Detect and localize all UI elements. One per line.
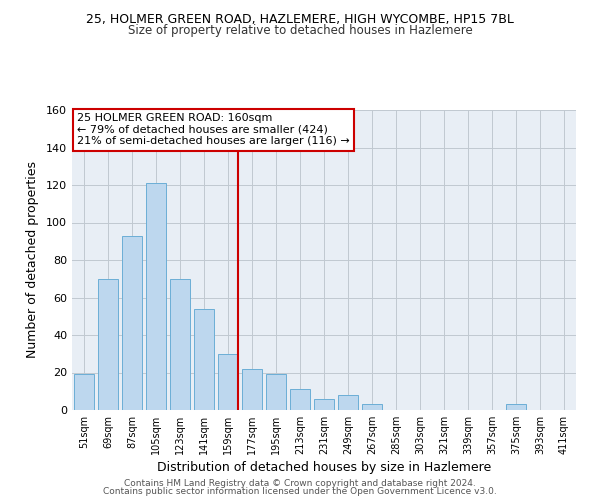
X-axis label: Distribution of detached houses by size in Hazlemere: Distribution of detached houses by size … [157, 461, 491, 474]
Bar [218, 354, 238, 410]
Text: Size of property relative to detached houses in Hazlemere: Size of property relative to detached ho… [128, 24, 472, 37]
Bar [362, 404, 382, 410]
Bar [338, 395, 358, 410]
Text: Contains public sector information licensed under the Open Government Licence v3: Contains public sector information licen… [103, 487, 497, 496]
Bar [146, 183, 166, 410]
Bar [242, 369, 262, 410]
Text: 25, HOLMER GREEN ROAD, HAZLEMERE, HIGH WYCOMBE, HP15 7BL: 25, HOLMER GREEN ROAD, HAZLEMERE, HIGH W… [86, 12, 514, 26]
Text: 25 HOLMER GREEN ROAD: 160sqm
← 79% of detached houses are smaller (424)
21% of s: 25 HOLMER GREEN ROAD: 160sqm ← 79% of de… [77, 113, 350, 146]
Bar [314, 399, 334, 410]
Bar [290, 390, 310, 410]
Bar [122, 236, 142, 410]
Y-axis label: Number of detached properties: Number of detached properties [26, 162, 39, 358]
Text: Contains HM Land Registry data © Crown copyright and database right 2024.: Contains HM Land Registry data © Crown c… [124, 478, 476, 488]
Bar [170, 279, 190, 410]
Bar [74, 374, 94, 410]
Bar [194, 308, 214, 410]
Bar [266, 374, 286, 410]
Bar [506, 404, 526, 410]
Bar [98, 279, 118, 410]
